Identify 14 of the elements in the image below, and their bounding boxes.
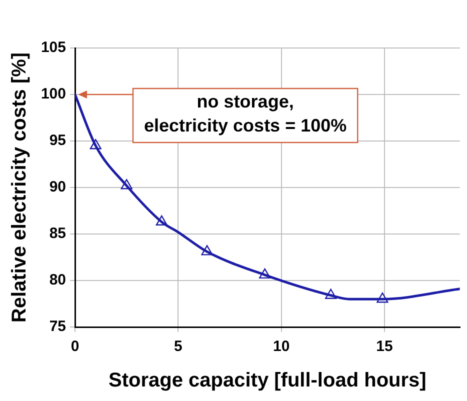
y-tick-label: 100 <box>40 86 66 103</box>
y-tick-label: 75 <box>49 318 66 336</box>
y-axis-title: Relative electricity costs [%] <box>8 52 31 323</box>
x-tick-label: 0 <box>70 338 80 356</box>
y-tick-label: 105 <box>40 39 66 56</box>
y-tick-label: 80 <box>49 272 66 289</box>
annotation: no storage, electricity costs = 100% <box>144 91 347 136</box>
x-tick-label: 10 <box>272 338 290 356</box>
x-axis-title: Storage capacity [full-load hours] <box>108 370 426 392</box>
y-tick-label: 85 <box>49 225 66 242</box>
y-tick-label: 90 <box>49 178 66 196</box>
x-tick-label: 5 <box>174 338 182 356</box>
y-tick-label: 95 <box>49 132 66 150</box>
x-tick-label: 15 <box>376 338 393 356</box>
